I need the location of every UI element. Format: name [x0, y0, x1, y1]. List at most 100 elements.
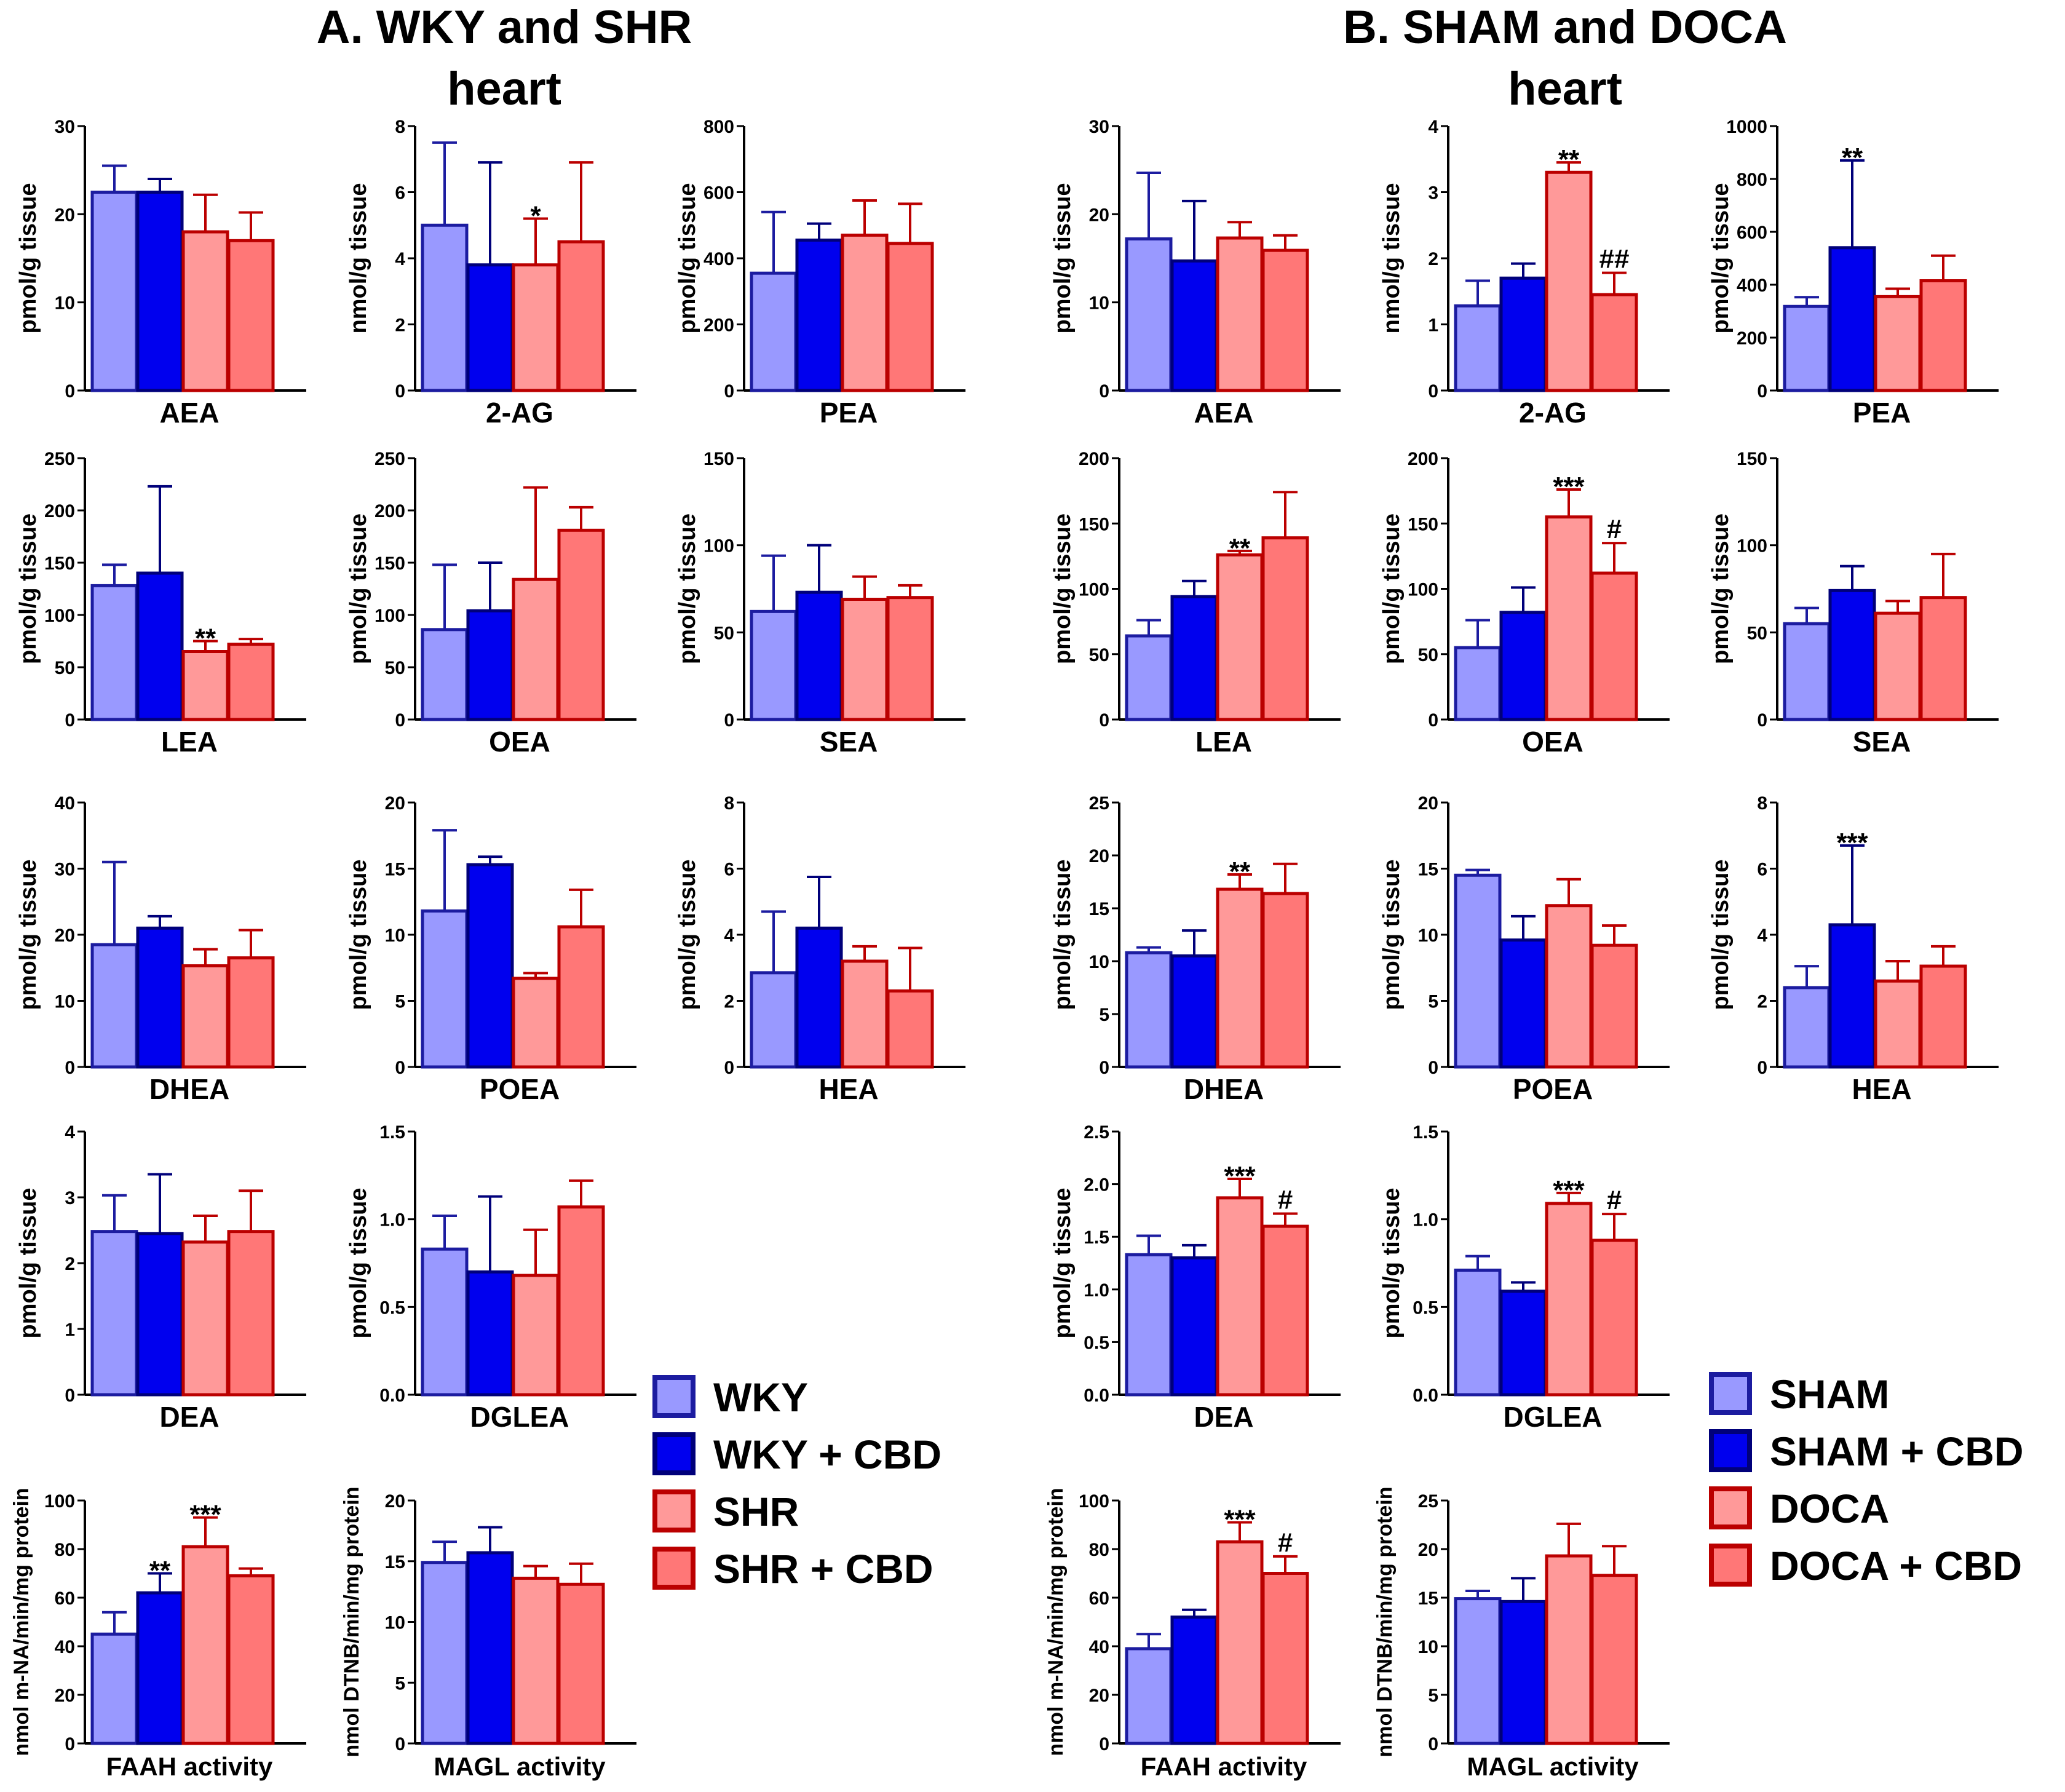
legend-a-swatch-3 — [652, 1547, 696, 1590]
a-hea-ytick-label-3: 6 — [724, 860, 734, 880]
b-dhea-ytick-label-0: 0 — [1099, 1058, 1109, 1078]
a-aea-bar-2 — [181, 230, 229, 392]
a-dhea-bar-1 — [136, 926, 184, 1069]
a-sea-bar-1 — [795, 590, 843, 721]
b-2-ag-annotation-2: ** — [1558, 145, 1580, 175]
a-pea-ytick-label-1: 200 — [704, 315, 734, 336]
a-magl-activity-ytick-label-1: 5 — [395, 1673, 405, 1694]
a-faah-activity-ytick-label-4: 80 — [55, 1540, 75, 1560]
legend-b-swatch-1 — [1709, 1429, 1752, 1472]
a-dea-ylabel: pmol/g tissue — [15, 1188, 41, 1339]
chart-a-lea: 0 50 100 150 200 250 pmol/g tissue LEA ** — [15, 449, 306, 758]
b-aea-ytick-label-1: 10 — [1089, 293, 1109, 314]
a-magl-activity-ytick-label-0: 0 — [395, 1734, 405, 1754]
a-oea-bar-3 — [557, 528, 605, 721]
b-oea-ylabel: pmol/g tissue — [1379, 513, 1405, 664]
a-dea-bar-2 — [181, 1240, 229, 1397]
a-oea-xlabel: OEA — [489, 726, 550, 758]
a-dhea-ytick-label-3: 30 — [55, 860, 75, 880]
a-2-ag-ytick-label-2: 4 — [395, 249, 405, 269]
chart-b-aea: 0 10 20 30 pmol/g tissue AEA — [1050, 117, 1341, 429]
a-aea-ytick-label-2: 20 — [55, 205, 75, 225]
b-poea-ylabel: pmol/g tissue — [1379, 860, 1405, 1010]
b-lea-bar-0 — [1125, 634, 1173, 721]
a-aea-xlabel: AEA — [159, 397, 219, 429]
a-poea-ytick-label-2: 10 — [385, 926, 405, 946]
a-aea-ytick-label-3: 30 — [55, 117, 75, 137]
a-faah-activity-ytick-label-0: 0 — [65, 1734, 75, 1754]
a-dea-bar-1 — [136, 1232, 184, 1397]
b-poea-bar-3 — [1590, 943, 1638, 1069]
b-oea-annotation-3: # — [1607, 514, 1622, 544]
a-faah-activity-bar-0 — [90, 1632, 138, 1745]
a-pea-xlabel: PEA — [820, 397, 878, 429]
b-magl-activity-ytick-label-4: 20 — [1418, 1540, 1438, 1560]
b-faah-activity-ytick-label-4: 80 — [1089, 1540, 1109, 1560]
b-faah-activity-xlabel: FAAH activity — [1141, 1752, 1307, 1781]
b-magl-activity-bar-2 — [1545, 1554, 1593, 1745]
b-aea-ytick-label-0: 0 — [1099, 381, 1109, 402]
a-magl-activity-xlabel: MAGL activity — [434, 1752, 606, 1781]
b-2-ag-ytick-label-3: 3 — [1428, 183, 1438, 204]
a-faah-activity-ylabel: nmol m-NA/min/mg protein — [10, 1488, 33, 1756]
a-faah-activity-ytick-label-5: 100 — [44, 1491, 75, 1512]
a-hea-bar-0 — [750, 971, 798, 1069]
a-dhea-ytick-label-1: 10 — [55, 992, 75, 1012]
b-faah-activity-annotation-3: # — [1278, 1528, 1293, 1558]
a-oea-ytick-label-3: 150 — [375, 553, 405, 574]
a-aea-bar-0 — [90, 191, 138, 392]
a-hea-ytick-label-1: 2 — [724, 992, 734, 1012]
a-pea-ylabel: pmol/g tissue — [675, 183, 700, 334]
b-aea-xlabel: AEA — [1194, 397, 1253, 429]
b-aea-bar-1 — [1170, 259, 1218, 392]
a-dhea-ylabel: pmol/g tissue — [15, 860, 41, 1010]
b-poea-ytick-label-4: 20 — [1418, 793, 1438, 814]
a-hea-xlabel: HEA — [818, 1073, 878, 1105]
a-dea-ytick-label-0: 0 — [65, 1386, 75, 1406]
a-pea-bar-1 — [795, 238, 843, 392]
a-2-ag-bar-3 — [557, 240, 605, 392]
a-dglea-bar-0 — [421, 1247, 469, 1397]
legend-b-label-1: SHAM + CBD — [1770, 1429, 2024, 1474]
a-lea-ylabel: pmol/g tissue — [15, 513, 41, 664]
b-dea-ytick-label-1: 0.5 — [1084, 1333, 1109, 1353]
a-poea-bar-0 — [421, 909, 469, 1069]
b-lea-ytick-label-3: 150 — [1079, 514, 1109, 534]
b-poea-ytick-label-2: 10 — [1418, 926, 1438, 946]
chart-b-magl-activity: 0 5 10 15 20 25 nmol DTNB/min/mg protein MAGL a… — [1373, 1486, 1670, 1781]
a-2-ag-bar-0 — [421, 223, 469, 392]
chart-a-magl-activity: 0 5 10 15 20 nmol DTNB/min/mg protein MAGL act… — [340, 1486, 636, 1781]
chart-a-hea: 0 2 4 6 8 pmol/g tissue HEA — [675, 793, 965, 1105]
a-hea-bar-2 — [841, 959, 889, 1069]
b-oea-xlabel: OEA — [1522, 726, 1583, 758]
chart-a-oea: 0 50 100 150 200 250 pmol/g tissue OEA — [346, 449, 636, 758]
a-faah-activity-xlabel: FAAH activity — [106, 1752, 273, 1781]
a-sea-ytick-label-2: 100 — [704, 536, 734, 557]
b-lea-bar-3 — [1261, 536, 1309, 721]
b-dhea-xlabel: DHEA — [1184, 1073, 1264, 1105]
b-2-ag-ytick-label-1: 1 — [1428, 315, 1438, 336]
b-dea-bar-0 — [1125, 1253, 1173, 1397]
a-lea-ytick-label-1: 50 — [55, 658, 75, 678]
a-aea-ylabel: pmol/g tissue — [15, 183, 41, 334]
b-hea-xlabel: HEA — [1852, 1073, 1911, 1105]
b-2-ag-bar-2 — [1545, 170, 1593, 392]
a-dhea-ytick-label-0: 0 — [65, 1058, 75, 1078]
a-poea-bar-3 — [557, 925, 605, 1069]
chart-b-faah-activity: 0 20 40 60 80 100 nmol m-NA/min/mg protein FAAH… — [1044, 1488, 1341, 1781]
a-faah-activity-ytick-label-3: 60 — [55, 1588, 75, 1609]
b-oea-ytick-label-0: 0 — [1428, 710, 1438, 731]
a-magl-activity-bar-2 — [512, 1576, 560, 1745]
b-pea-bar-0 — [1783, 304, 1831, 392]
a-magl-activity-ytick-label-3: 15 — [385, 1552, 405, 1572]
b-magl-activity-bar-1 — [1499, 1600, 1547, 1745]
b-dglea-annotation-3: # — [1607, 1185, 1622, 1215]
b-2-ag-ytick-label-4: 4 — [1428, 117, 1438, 137]
a-poea-ytick-label-3: 15 — [385, 860, 405, 880]
b-dglea-ytick-label-2: 1.0 — [1413, 1210, 1438, 1231]
legend-a-label-2: SHR — [713, 1489, 799, 1534]
a-faah-activity-ytick-label-1: 20 — [55, 1686, 75, 1706]
b-poea-ytick-label-3: 15 — [1418, 860, 1438, 880]
b-faah-activity-bar-0 — [1125, 1647, 1173, 1745]
b-sea-bar-0 — [1783, 622, 1831, 721]
